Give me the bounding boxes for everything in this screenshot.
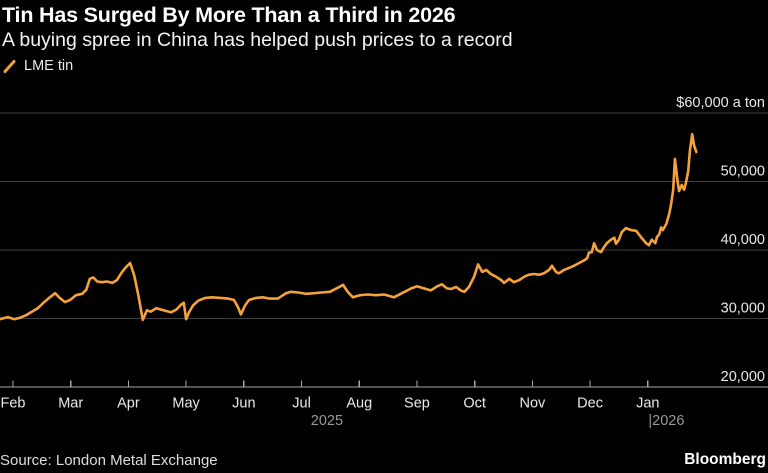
y-axis-label: 50,000: [721, 164, 765, 180]
chart-title: Tin Has Surged By More Than a Third in 2…: [2, 3, 456, 27]
legend-line-icon: [3, 59, 16, 73]
x-axis-month-label: Aug: [346, 396, 372, 412]
legend: LME tin: [3, 58, 73, 74]
chart-subtitle: A buying spree in China has helped push …: [2, 29, 513, 51]
x-axis-month-label: Oct: [463, 396, 486, 412]
x-axis-month-label: Jun: [232, 396, 255, 412]
source-note: Source: London Metal Exchange: [0, 452, 218, 469]
x-axis-month-label: Mar: [58, 396, 83, 412]
y-axis-label: 30,000: [721, 301, 765, 317]
bloomberg-logo: Bloomberg: [684, 451, 766, 468]
y-axis-label: $60,000 a ton: [676, 95, 765, 111]
y-axis-label: 40,000: [721, 232, 765, 248]
x-axis-month-label: Apr: [117, 396, 140, 412]
legend-series-label: LME tin: [24, 58, 74, 74]
x-axis-month-label: Sep: [404, 396, 430, 412]
x-axis-month-label: Dec: [577, 396, 603, 412]
x-axis-year-label: |2026: [648, 413, 684, 429]
y-axis-label: 20,000: [721, 369, 765, 385]
x-axis-month-label: Feb: [1, 396, 26, 412]
x-axis-month-label: Jul: [292, 396, 311, 412]
lme-tin-price-line: [0, 132, 698, 322]
x-axis-month-label: Jan: [636, 396, 659, 412]
x-axis-year-label: 2025: [311, 413, 343, 429]
x-axis-month-label: May: [172, 396, 200, 412]
x-axis-month-label: Nov: [519, 396, 546, 412]
